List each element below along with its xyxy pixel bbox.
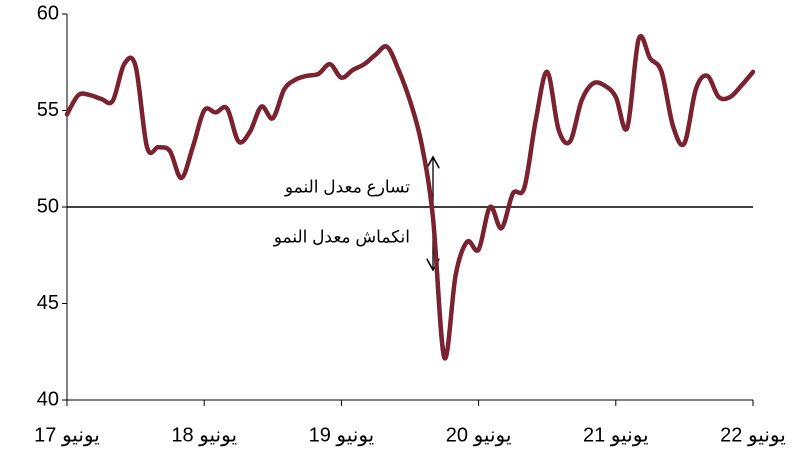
x-tick-label: يونيو 17 (34, 424, 100, 446)
y-tick-label: 60 (37, 2, 59, 24)
y-tick-label: 40 (37, 388, 59, 410)
x-tick-label: يونيو 20 (446, 424, 512, 446)
y-tick-label: 50 (37, 195, 59, 217)
x-tick-label: يونيو 18 (171, 424, 237, 446)
y-tick-label: 45 (37, 292, 59, 314)
x-tick-label: يونيو 21 (583, 424, 649, 446)
x-tick-label: يونيو 22 (720, 424, 786, 446)
y-tick-label: 55 (37, 99, 59, 121)
data-line (64, 34, 756, 361)
annotation: تسارع معدل النمو (284, 177, 410, 197)
annotation: انكماش معدل النمو (273, 227, 410, 246)
x-tick-label: يونيو 19 (309, 424, 375, 446)
